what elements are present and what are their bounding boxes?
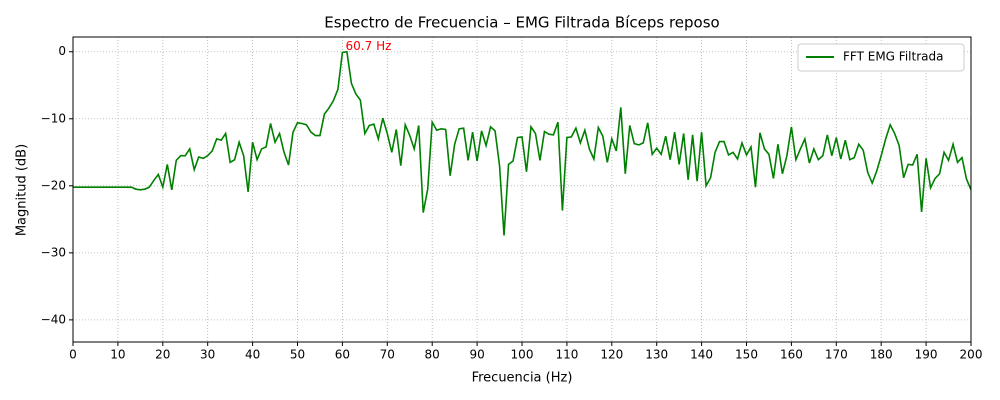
x-tick-label: 130 [645, 348, 668, 362]
x-tick-label: 70 [380, 348, 395, 362]
legend: FFT EMG Filtrada [797, 43, 965, 72]
x-tick-label: 190 [915, 348, 938, 362]
x-tick-label: 100 [511, 348, 534, 362]
chart-title: Espectro de Frecuencia – EMG Filtrada Bí… [324, 14, 719, 32]
y-axis-label: Magnitud (dB) [15, 144, 30, 236]
x-tick-label: 180 [870, 348, 893, 362]
x-tick-label: 80 [425, 348, 440, 362]
legend-box [797, 43, 965, 72]
x-tick-label: 150 [735, 348, 758, 362]
y-tick-label: 0 [58, 44, 66, 58]
x-tick-label: 160 [780, 348, 803, 362]
line-series [73, 50, 971, 236]
x-tick-label: 140 [690, 348, 713, 362]
x-tick-label: 200 [960, 348, 983, 362]
x-tick-label: 120 [600, 348, 623, 362]
y-tick-label: −10 [41, 111, 66, 125]
x-tick-label: 40 [245, 348, 260, 362]
x-tick-label: 10 [110, 348, 125, 362]
x-tick-label: 20 [155, 348, 170, 362]
x-tick-label: 170 [825, 348, 848, 362]
x-tick-label: 30 [200, 348, 215, 362]
x-tick-label: 60 [335, 348, 350, 362]
y-tick-label: −40 [41, 312, 66, 326]
y-tick-label: −20 [41, 178, 66, 192]
annotation: 60.7 Hz [346, 39, 392, 53]
x-axis-label: Frecuencia (Hz) [472, 371, 573, 386]
legend-label: FFT EMG Filtrada [843, 50, 943, 64]
x-tick-label: 90 [469, 348, 484, 362]
y-tick-label: −30 [41, 245, 66, 259]
axes-frame [72, 36, 972, 343]
x-tick-label: 0 [69, 348, 77, 362]
x-tick-label: 50 [290, 348, 305, 362]
x-tick-label: 110 [555, 348, 578, 362]
